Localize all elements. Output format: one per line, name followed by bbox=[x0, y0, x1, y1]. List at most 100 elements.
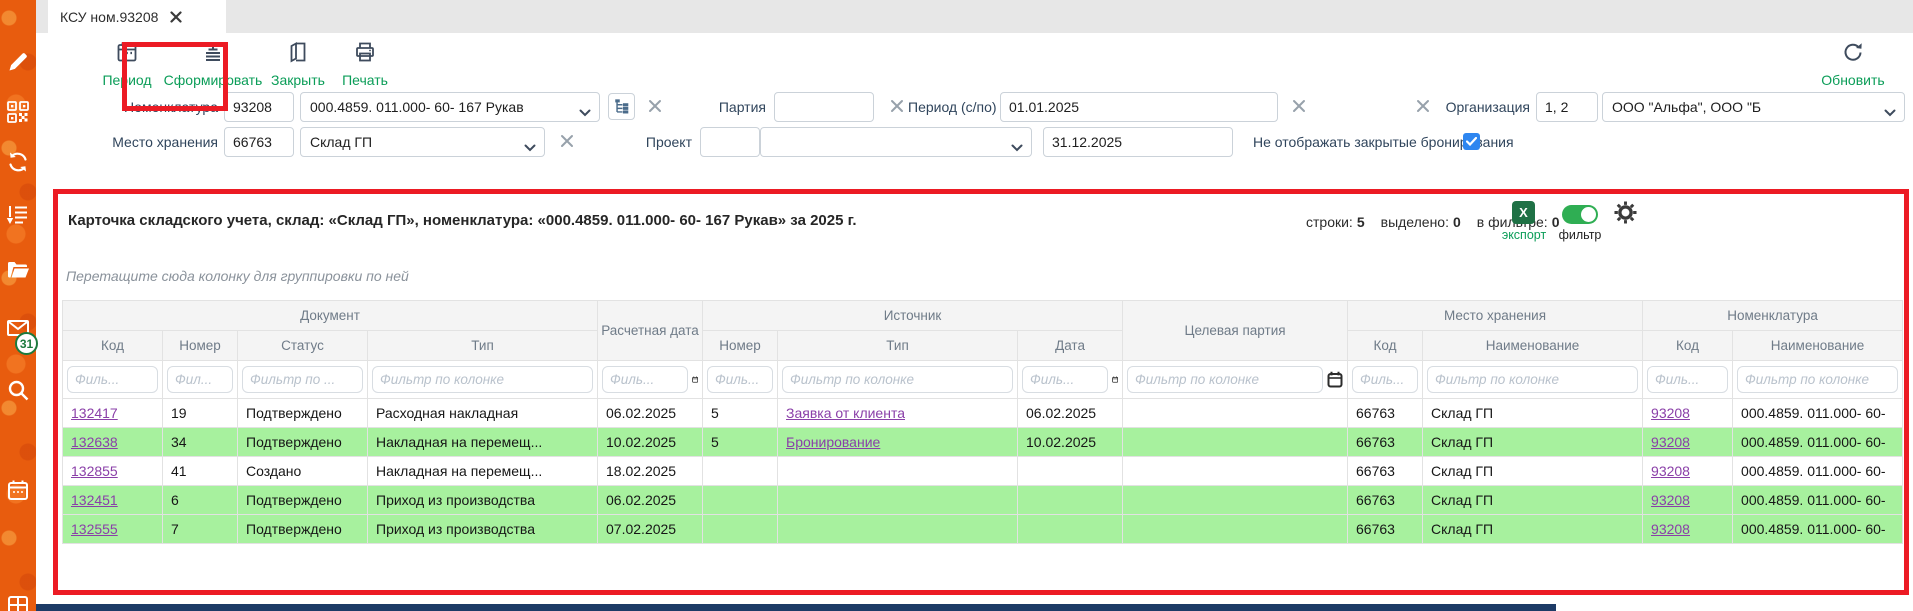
column-filter-input[interactable] bbox=[1352, 366, 1419, 393]
column-src-date[interactable]: Дата bbox=[1017, 330, 1124, 361]
cell-link[interactable]: 93208 bbox=[1651, 492, 1690, 508]
clear-party-icon[interactable] bbox=[890, 99, 906, 115]
tab-ksu[interactable]: КСУ ном.93208 bbox=[48, 0, 226, 33]
cell: Накладная на перемещ... bbox=[366, 427, 599, 457]
period-button[interactable]: Период bbox=[95, 40, 159, 88]
print-queue-icon[interactable] bbox=[6, 203, 30, 227]
table-row[interactable]: 132555 7 Подтверждено Приход из производств… bbox=[62, 514, 1904, 544]
project-code-input[interactable] bbox=[700, 127, 760, 157]
column-filter-input[interactable] bbox=[67, 366, 158, 393]
print-button[interactable]: Печать bbox=[334, 40, 396, 88]
period-to-input[interactable] bbox=[1043, 127, 1233, 157]
column-filter-input[interactable] bbox=[1022, 366, 1108, 393]
cell-link[interactable]: 132555 bbox=[71, 521, 118, 537]
party-input[interactable] bbox=[774, 92, 874, 122]
clear-storage-icon[interactable] bbox=[560, 134, 576, 150]
sync-icon[interactable] bbox=[6, 150, 30, 174]
toolbar: Период Сформировать Закрыть bbox=[36, 33, 1913, 92]
column-filter-input[interactable] bbox=[372, 366, 594, 393]
column-target-party[interactable]: Целевая партия bbox=[1122, 300, 1349, 361]
folder-icon[interactable] bbox=[6, 258, 30, 282]
clear-period-icon[interactable] bbox=[1292, 99, 1308, 115]
cell: 66763 bbox=[1347, 456, 1424, 486]
refresh-button[interactable]: Обновить bbox=[1811, 40, 1895, 88]
table-row[interactable]: 132451 6 Подтверждено Приход из производств… bbox=[62, 485, 1904, 515]
selected-count: выделено: 0 bbox=[1380, 214, 1461, 230]
column-filter-input[interactable] bbox=[602, 366, 688, 393]
gear-icon[interactable] bbox=[1612, 199, 1639, 231]
cell-link[interactable]: 132451 bbox=[71, 492, 118, 508]
storage-code-input[interactable] bbox=[224, 127, 294, 157]
table-row[interactable]: 132855 41 Создано Накладная на перемещ... 18… bbox=[62, 456, 1904, 486]
cell-link[interactable]: 132855 bbox=[71, 463, 118, 479]
generate-button[interactable]: Сформировать bbox=[160, 40, 266, 88]
search-icon[interactable] bbox=[6, 378, 30, 402]
cell-link[interactable]: 93208 bbox=[1651, 434, 1690, 450]
cell: Подтверждено bbox=[237, 514, 368, 544]
column-storage-code[interactable]: Код bbox=[1347, 330, 1424, 361]
column-calc-date[interactable]: Расчетная дата bbox=[597, 300, 704, 361]
nomenclature-select[interactable]: 000.4859. 011.000- 60- 167 Рукав bbox=[300, 92, 600, 122]
column-src-number[interactable]: Номер bbox=[702, 330, 779, 361]
clear-nomenclature-icon[interactable] bbox=[648, 99, 664, 115]
filter-toggle[interactable] bbox=[1562, 205, 1598, 224]
cell-link[interactable]: 132638 bbox=[71, 434, 118, 450]
cell: 93208 bbox=[1642, 485, 1734, 515]
project-select[interactable] bbox=[760, 127, 1032, 157]
column-filter-input[interactable] bbox=[707, 366, 774, 393]
excel-export-icon[interactable]: X bbox=[1512, 201, 1535, 224]
column-filter-input[interactable] bbox=[782, 366, 1014, 393]
tab-close-icon[interactable] bbox=[170, 10, 182, 23]
column-nom-name[interactable]: Наименование bbox=[1732, 330, 1904, 361]
hide-closed-label: Не отображать закрытые бронирования bbox=[1253, 134, 1514, 150]
cell: 66763 bbox=[1347, 427, 1424, 457]
nomenclature-tree-button[interactable] bbox=[608, 93, 635, 120]
cell-link[interactable]: 93208 bbox=[1651, 405, 1690, 421]
cell: 6 bbox=[162, 485, 238, 515]
column-filter-input[interactable] bbox=[1427, 366, 1639, 393]
edit-pencil-icon[interactable] bbox=[6, 50, 30, 74]
cell-link[interactable]: 93208 bbox=[1651, 463, 1690, 479]
cell: Накладная на перемещ... bbox=[366, 456, 599, 486]
clear-organization-icon[interactable] bbox=[1416, 99, 1432, 115]
cell-link[interactable]: 132417 bbox=[71, 405, 118, 421]
cell-link[interactable]: Заявка от клиента bbox=[786, 405, 905, 421]
group-by-hint[interactable]: Перетащите сюда колонку для группировки … bbox=[66, 268, 409, 284]
calendar-icon bbox=[115, 40, 139, 64]
column-filter-input[interactable] bbox=[242, 366, 363, 393]
group-nomenclature[interactable]: Номенклатура bbox=[1642, 300, 1904, 331]
column-filter-input[interactable] bbox=[167, 366, 233, 393]
table-row[interactable]: 132417 19 Подтверждено Расходная накладная 0… bbox=[62, 398, 1904, 428]
qr-code-icon[interactable] bbox=[6, 100, 30, 124]
grid-title: Карточка складского учета, склад: «Склад… bbox=[68, 212, 857, 229]
storage-select[interactable]: Склад ГП bbox=[300, 127, 545, 157]
group-source[interactable]: Источник bbox=[702, 300, 1124, 331]
group-document[interactable]: Документ bbox=[61, 300, 599, 331]
column-filter-input[interactable] bbox=[1647, 366, 1729, 393]
column-doc-number[interactable]: Номер bbox=[162, 330, 238, 361]
column-filter-input[interactable] bbox=[1127, 366, 1324, 393]
group-storage[interactable]: Место хранения bbox=[1347, 300, 1644, 331]
nomenclature-code-input[interactable] bbox=[224, 92, 294, 122]
column-doc-code[interactable]: Код bbox=[62, 330, 163, 361]
column-src-type[interactable]: Тип bbox=[777, 330, 1019, 361]
period-from-input[interactable] bbox=[1000, 92, 1278, 122]
calendar-sidebar-icon[interactable] bbox=[6, 478, 30, 502]
cell-link[interactable]: 93208 bbox=[1651, 521, 1690, 537]
table-row[interactable]: 132638 34 Подтверждено Накладная на перемещ… bbox=[62, 427, 1904, 457]
column-doc-status[interactable]: Статус bbox=[237, 330, 368, 361]
cell: 132555 bbox=[62, 514, 163, 544]
close-button[interactable]: Закрыть bbox=[266, 40, 330, 88]
cell: Склад ГП bbox=[1422, 514, 1644, 544]
stock-card-grid: Документ Расчетная дата Источник Целевая… bbox=[61, 300, 1904, 544]
cell-link[interactable]: Бронирование bbox=[786, 434, 881, 450]
hide-closed-checkbox[interactable] bbox=[1463, 133, 1480, 150]
column-storage-name[interactable]: Наименование bbox=[1422, 330, 1644, 361]
column-nom-code[interactable]: Код bbox=[1642, 330, 1734, 361]
column-filter-input[interactable] bbox=[1737, 366, 1899, 393]
organization-select[interactable]: ООО "Альфа", ООО "Б bbox=[1602, 92, 1905, 122]
grid-view-icon[interactable] bbox=[6, 594, 30, 611]
organization-code-input[interactable] bbox=[1536, 92, 1598, 122]
organization-label: Организация bbox=[1445, 99, 1530, 115]
column-doc-type[interactable]: Тип bbox=[366, 330, 599, 361]
